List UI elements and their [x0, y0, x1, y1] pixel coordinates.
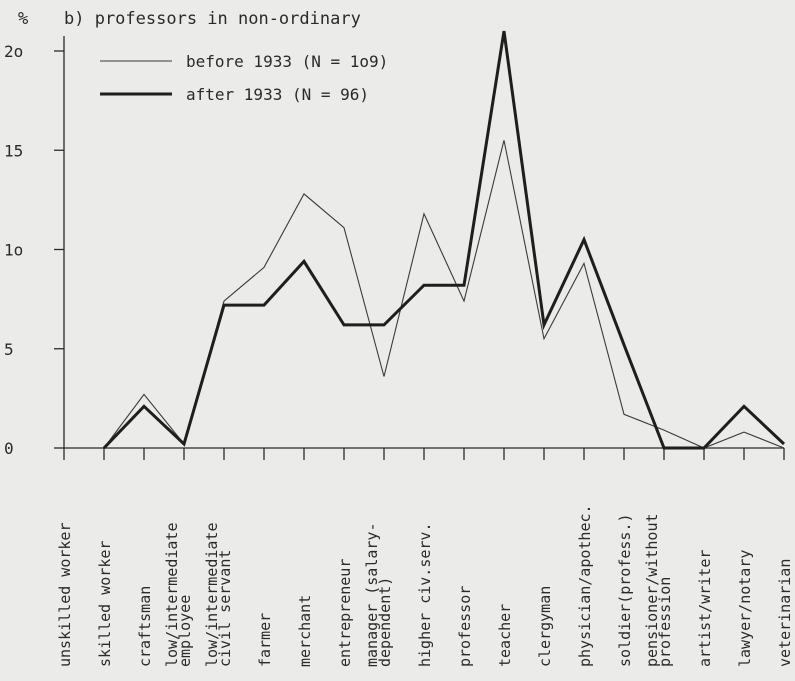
x-ticks: unskilled worker skilled worker craftsman l…	[56, 448, 794, 667]
y-tick-label: 0	[4, 439, 14, 458]
series-lines	[102, 30, 786, 450]
y-axis-label: %	[18, 9, 28, 29]
x-tick-label: physician/apothec.	[576, 504, 594, 667]
legend-label-before-1933: before 1933 (N = 1o9)	[186, 52, 388, 71]
x-tick-label: low/intermediatecivil servant	[203, 523, 234, 668]
x-tick-label: veterinarian	[776, 559, 794, 667]
x-tick-label: merchant	[296, 595, 314, 667]
x-tick-label: low/intermediateemployee	[163, 523, 194, 668]
y-ticks: 0 5 1o 15 2o	[4, 42, 64, 458]
series-line-before-1933	[103, 140, 785, 449]
series-line-after-1933	[102, 30, 786, 450]
chart-title: b) professors in non-ordinary	[64, 9, 361, 29]
x-tick-label: unskilled worker	[56, 523, 74, 668]
y-tick-label: 2o	[4, 42, 23, 61]
x-tick-label: entrepreneur	[336, 559, 354, 667]
x-tick-label: clergyman	[536, 586, 554, 667]
x-tick-label: pensioner/withoutprofession	[643, 513, 674, 667]
y-tick-label: 15	[4, 141, 23, 160]
y-tick-label: 1o	[4, 241, 23, 260]
x-tick-label: professor	[456, 586, 474, 667]
x-tick-label: skilled worker	[96, 541, 114, 667]
x-tick-label: craftsman	[136, 586, 154, 667]
x-tick-label: manager (salary-dependent)	[363, 523, 394, 668]
x-tick-label: higher civ.serv.	[416, 523, 434, 668]
y-tick-label: 5	[4, 340, 14, 359]
legend: before 1933 (N = 1o9) after 1933 (N = 96…	[100, 52, 388, 104]
legend-label-after-1933: after 1933 (N = 96)	[186, 85, 369, 104]
x-tick-label: soldier(profess.)	[616, 513, 634, 667]
x-tick-label: teacher	[496, 604, 514, 667]
x-tick-label: artist/writer	[696, 550, 714, 667]
x-tick-label: farmer	[256, 613, 274, 667]
x-tick-label: lawyer/notary	[736, 550, 754, 667]
